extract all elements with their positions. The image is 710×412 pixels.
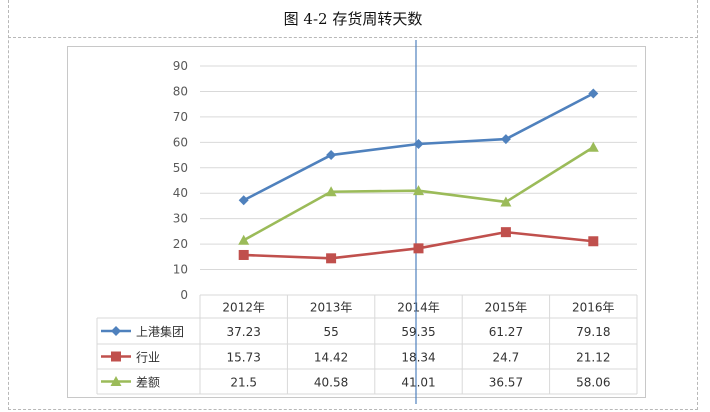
data-point [326, 150, 337, 161]
data-point [326, 253, 337, 264]
y-tick-label: 70 [173, 110, 188, 124]
x-tick-label: 2015年 [485, 301, 528, 315]
data-point [413, 185, 424, 196]
y-tick-label: 30 [173, 212, 188, 226]
legend-label: 行业 [136, 351, 160, 365]
x-tick-label: 2014年 [397, 301, 440, 315]
x-tick-label: 2013年 [310, 301, 353, 315]
figure-frame [8, 0, 698, 410]
legend-marker [110, 376, 122, 386]
legend-label: 上港集团 [136, 324, 184, 339]
table-cell-value: 79.18 [576, 325, 610, 339]
table-cell-value: 15.73 [227, 351, 261, 365]
y-tick-label: 50 [173, 161, 188, 175]
table-cell-value: 21.12 [576, 351, 610, 365]
table-cell-value: 40.58 [314, 376, 348, 390]
data-point [238, 195, 249, 206]
data-point [413, 243, 424, 254]
figure-caption: 图 4-2 存货周转天数 [8, 0, 698, 38]
y-tick-label: 40 [173, 186, 188, 200]
table-cell-value: 14.42 [314, 351, 348, 365]
y-tick-label: 20 [173, 237, 188, 251]
table-cell-value: 58.06 [576, 376, 610, 390]
data-point [500, 227, 511, 238]
table-cell-value: 61.27 [489, 325, 523, 339]
table-cell-value: 24.7 [493, 351, 520, 365]
data-point [500, 196, 512, 207]
data-point [325, 186, 337, 197]
table-cell-value: 21.5 [230, 376, 257, 390]
table-cell-value: 59.35 [401, 325, 435, 339]
table-cell-value: 37.23 [227, 325, 261, 339]
data-point [588, 88, 599, 99]
data-point [500, 134, 511, 145]
data-point [587, 141, 599, 152]
legend-label: 差额 [136, 376, 160, 390]
table-cell-value: 55 [323, 325, 338, 339]
data-point [238, 234, 250, 245]
table-cell-value: 18.34 [401, 351, 435, 365]
y-tick-label: 10 [173, 263, 188, 277]
x-tick-label: 2012年 [222, 301, 265, 315]
y-tick-label: 90 [173, 59, 188, 73]
legend-marker [111, 351, 121, 362]
data-point [588, 236, 599, 247]
table-cell-value: 36.57 [489, 376, 523, 390]
table-cell-value: 41.01 [401, 376, 435, 390]
legend-marker [111, 326, 121, 336]
y-tick-label: 0 [180, 288, 188, 302]
data-point [238, 249, 249, 260]
y-tick-label: 60 [173, 135, 188, 149]
data-point [413, 138, 424, 149]
y-tick-label: 80 [173, 84, 188, 98]
x-tick-label: 2016年 [572, 301, 615, 315]
